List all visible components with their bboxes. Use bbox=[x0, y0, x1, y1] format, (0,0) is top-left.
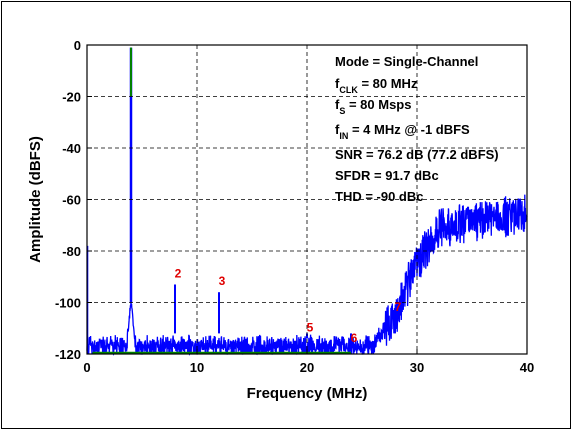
annotation-box: Mode = Single-Channel fCLK = 80 MHz fS =… bbox=[335, 54, 499, 204]
y-tick-label: -40 bbox=[62, 141, 81, 156]
annotation-fs-subscript: S bbox=[339, 106, 345, 116]
x-tick-label: 20 bbox=[300, 360, 314, 375]
annotation-fin-value: = 4 MHz @ -1 dBFS bbox=[348, 122, 470, 137]
harmonic-labels: 2 3 5 6 7 bbox=[175, 266, 402, 344]
x-tick-label: 10 bbox=[190, 360, 204, 375]
annotation-fclk-value: = 80 MHz bbox=[358, 76, 418, 91]
annotation-fclk-subscript: CLK bbox=[339, 85, 358, 95]
annotation-fin-symbol: f bbox=[335, 122, 340, 137]
annotation-fin-subscript: IN bbox=[339, 131, 348, 141]
annotation-mode: Mode = Single-Channel bbox=[335, 54, 478, 69]
y-tick-label: -100 bbox=[55, 296, 81, 311]
annotation-thd: THD = -90 dBc bbox=[335, 189, 424, 204]
tick-layer: 0 10 20 30 40 0 -20 -40 -60 -80 -100 -120 bbox=[55, 38, 534, 375]
y-tick-label: -80 bbox=[62, 244, 81, 259]
harmonic-label-5: 5 bbox=[307, 321, 314, 335]
harmonic-label-2: 2 bbox=[175, 266, 182, 280]
x-tick-label: 0 bbox=[83, 360, 90, 375]
annotation-sfdr: SFDR = 91.7 dBc bbox=[335, 168, 439, 183]
y-tick-label: -20 bbox=[62, 90, 81, 105]
x-tick-label: 30 bbox=[410, 360, 424, 375]
annotation-fin: fIN = 4 MHz @ -1 dBFS bbox=[335, 122, 470, 141]
y-axis-label: Amplitude (dBFS) bbox=[27, 136, 44, 263]
annotation-fs: fS = 80 Msps bbox=[335, 97, 411, 116]
y-tick-label: -120 bbox=[55, 347, 81, 362]
y-tick-label: -60 bbox=[62, 193, 81, 208]
x-tick-label: 40 bbox=[520, 360, 534, 375]
annotation-fs-value: = 80 Msps bbox=[345, 97, 411, 112]
y-tick-label: 0 bbox=[74, 38, 81, 53]
annotation-fs-symbol: f bbox=[335, 97, 340, 112]
x-axis-label: Frequency (MHz) bbox=[247, 385, 368, 402]
annotation-fclk-symbol: f bbox=[335, 76, 340, 91]
annotation-fclk: fCLK = 80 MHz bbox=[335, 76, 418, 95]
harmonic-label-3: 3 bbox=[219, 274, 226, 288]
annotation-snr: SNR = 76.2 dB (77.2 dBFS) bbox=[335, 147, 499, 162]
harmonic-label-6: 6 bbox=[351, 331, 358, 345]
harmonic-label-7: 7 bbox=[395, 300, 402, 314]
